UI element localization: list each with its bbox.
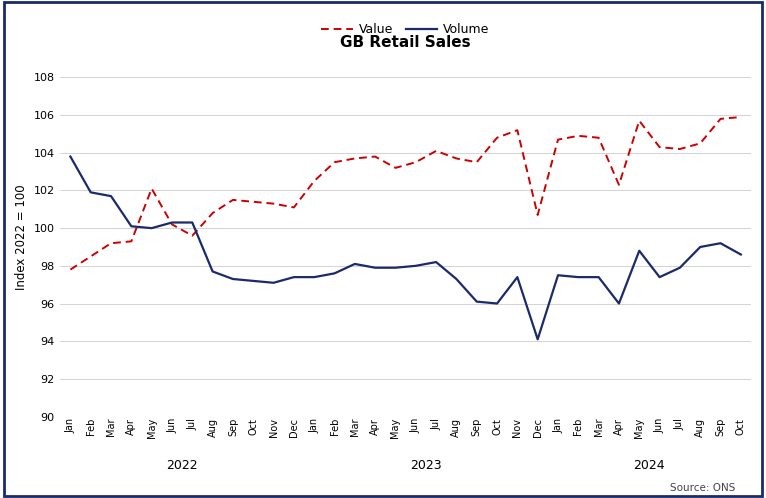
Value bbox=[696, 140, 705, 146]
Value bbox=[553, 136, 562, 142]
Line: Volume: Volume bbox=[70, 156, 741, 339]
Volume bbox=[269, 280, 278, 286]
Volume bbox=[391, 265, 400, 271]
Volume bbox=[553, 272, 562, 278]
Value bbox=[452, 155, 461, 161]
Value bbox=[431, 148, 440, 154]
Volume bbox=[533, 336, 542, 342]
Volume bbox=[188, 220, 197, 226]
Value bbox=[574, 133, 583, 139]
Volume bbox=[290, 274, 299, 280]
Value bbox=[66, 266, 75, 272]
Text: 2024: 2024 bbox=[633, 459, 665, 472]
Value bbox=[594, 135, 603, 141]
Value bbox=[472, 159, 481, 165]
Volume bbox=[512, 274, 522, 280]
Y-axis label: Index 2022 = 100: Index 2022 = 100 bbox=[15, 185, 28, 290]
Text: Source: ONS: Source: ONS bbox=[670, 483, 735, 493]
Volume bbox=[452, 276, 461, 282]
Volume bbox=[309, 274, 319, 280]
Value bbox=[716, 116, 725, 122]
Value bbox=[269, 201, 278, 207]
Legend: Value, Volume: Value, Volume bbox=[316, 18, 495, 41]
Volume bbox=[86, 189, 95, 195]
Value bbox=[493, 135, 502, 141]
Volume bbox=[106, 193, 116, 199]
Value bbox=[126, 239, 136, 245]
Volume bbox=[147, 225, 156, 231]
Value bbox=[168, 222, 177, 228]
Line: Value: Value bbox=[70, 117, 741, 269]
Volume bbox=[411, 263, 421, 269]
Volume bbox=[228, 276, 237, 282]
Value bbox=[411, 159, 421, 165]
Volume bbox=[472, 299, 481, 305]
Title: GB Retail Sales: GB Retail Sales bbox=[340, 35, 471, 50]
Value bbox=[147, 186, 156, 192]
Value bbox=[676, 146, 685, 152]
Value bbox=[512, 127, 522, 133]
Value bbox=[350, 155, 359, 161]
Volume bbox=[574, 274, 583, 280]
Value bbox=[86, 253, 95, 259]
Volume bbox=[655, 274, 664, 280]
Value bbox=[655, 144, 664, 150]
Volume bbox=[371, 265, 380, 271]
Volume bbox=[208, 268, 218, 274]
Value bbox=[228, 197, 237, 203]
Value bbox=[635, 118, 644, 124]
Value bbox=[208, 210, 218, 216]
Volume bbox=[66, 153, 75, 159]
Volume bbox=[594, 274, 603, 280]
Volume bbox=[126, 223, 136, 229]
Volume bbox=[168, 220, 177, 226]
Volume bbox=[635, 248, 644, 254]
Value bbox=[391, 165, 400, 171]
Volume bbox=[676, 265, 685, 271]
Volume bbox=[736, 251, 745, 257]
Volume bbox=[431, 259, 440, 265]
Value bbox=[330, 159, 339, 165]
Text: 2023: 2023 bbox=[410, 459, 442, 472]
Volume bbox=[350, 261, 359, 267]
Volume bbox=[493, 300, 502, 306]
Volume bbox=[249, 278, 258, 284]
Value bbox=[614, 182, 624, 188]
Value bbox=[290, 205, 299, 211]
Value bbox=[736, 114, 745, 120]
Value bbox=[249, 199, 258, 205]
Volume bbox=[696, 244, 705, 250]
Volume bbox=[716, 240, 725, 246]
Volume bbox=[330, 270, 339, 276]
Value bbox=[371, 153, 380, 159]
Text: 2022: 2022 bbox=[166, 459, 198, 472]
Volume bbox=[614, 300, 624, 306]
Value bbox=[106, 240, 116, 246]
Value bbox=[188, 233, 197, 239]
Value bbox=[533, 212, 542, 218]
Value bbox=[309, 178, 319, 184]
